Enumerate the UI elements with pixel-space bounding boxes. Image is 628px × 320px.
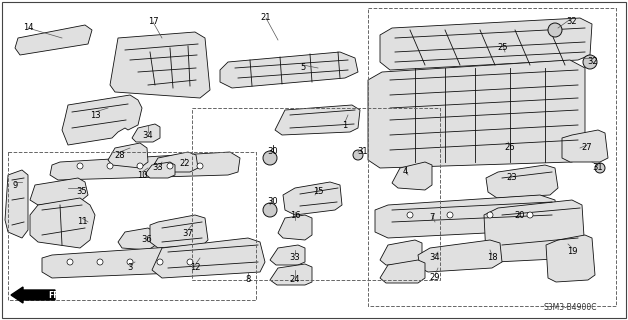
Circle shape (407, 212, 413, 218)
Polygon shape (145, 162, 175, 178)
Polygon shape (152, 238, 265, 278)
Bar (368, 8, 616, 306)
Polygon shape (484, 200, 585, 262)
Polygon shape (380, 240, 422, 265)
Polygon shape (562, 130, 608, 162)
Circle shape (77, 163, 83, 169)
Text: 4: 4 (403, 167, 408, 177)
Text: 23: 23 (507, 173, 517, 182)
Circle shape (107, 163, 113, 169)
Text: 18: 18 (487, 253, 497, 262)
Text: 16: 16 (290, 211, 300, 220)
Polygon shape (270, 245, 305, 265)
Text: 11: 11 (77, 218, 87, 227)
Polygon shape (380, 18, 592, 70)
Text: 27: 27 (582, 143, 592, 153)
Polygon shape (486, 165, 558, 198)
Polygon shape (62, 95, 142, 145)
Text: S3M3-B4900C: S3M3-B4900C (543, 303, 597, 313)
Polygon shape (150, 215, 208, 248)
Text: 31: 31 (358, 148, 368, 156)
Polygon shape (30, 178, 88, 205)
Text: 1: 1 (342, 121, 348, 130)
Circle shape (527, 212, 533, 218)
Text: 19: 19 (566, 247, 577, 257)
Text: 7: 7 (430, 213, 435, 222)
Text: 24: 24 (290, 276, 300, 284)
Circle shape (127, 259, 133, 265)
Text: 5: 5 (300, 63, 306, 73)
Polygon shape (15, 25, 92, 55)
Circle shape (157, 259, 163, 265)
Text: 28: 28 (115, 150, 126, 159)
Polygon shape (5, 170, 28, 238)
Text: 17: 17 (148, 18, 158, 27)
Text: 25: 25 (498, 44, 508, 52)
Text: 32: 32 (588, 58, 598, 67)
Polygon shape (546, 235, 595, 282)
Polygon shape (275, 105, 360, 135)
Polygon shape (418, 240, 502, 272)
Text: 30: 30 (268, 148, 278, 156)
Text: 36: 36 (142, 236, 153, 244)
Text: 34: 34 (430, 253, 440, 262)
Polygon shape (380, 260, 425, 283)
Polygon shape (368, 60, 585, 168)
Text: 32: 32 (566, 18, 577, 27)
Text: 31: 31 (593, 164, 604, 172)
Text: 12: 12 (190, 263, 200, 273)
FancyArrow shape (11, 287, 55, 303)
Text: 29: 29 (430, 274, 440, 283)
Polygon shape (220, 52, 358, 88)
Polygon shape (118, 228, 156, 250)
Text: 3: 3 (127, 263, 133, 273)
Circle shape (548, 23, 562, 37)
Text: 21: 21 (261, 13, 271, 22)
Text: 30: 30 (268, 197, 278, 206)
Polygon shape (132, 124, 160, 142)
Circle shape (167, 163, 173, 169)
Circle shape (197, 163, 203, 169)
Text: 33: 33 (290, 253, 300, 262)
Text: 33: 33 (153, 164, 163, 172)
Circle shape (487, 212, 493, 218)
Circle shape (67, 259, 73, 265)
Text: 35: 35 (77, 188, 87, 196)
Polygon shape (375, 195, 558, 238)
Text: 8: 8 (246, 276, 251, 284)
Text: 20: 20 (515, 211, 525, 220)
Text: 37: 37 (183, 228, 193, 237)
Text: 14: 14 (23, 23, 33, 33)
Polygon shape (30, 198, 95, 248)
Circle shape (263, 203, 277, 217)
Polygon shape (50, 152, 240, 180)
Bar (8, 152, 256, 300)
Circle shape (447, 212, 453, 218)
Polygon shape (108, 143, 148, 168)
Polygon shape (110, 32, 210, 98)
Text: 9: 9 (13, 180, 18, 189)
Text: 22: 22 (180, 158, 190, 167)
Text: 13: 13 (90, 110, 100, 119)
Bar (192, 108, 440, 280)
Circle shape (187, 259, 193, 265)
Polygon shape (278, 215, 312, 240)
Text: 34: 34 (143, 131, 153, 140)
Text: 26: 26 (505, 143, 516, 153)
Polygon shape (392, 162, 432, 190)
Polygon shape (270, 264, 312, 285)
Circle shape (263, 151, 277, 165)
Polygon shape (152, 152, 198, 172)
Text: 10: 10 (137, 171, 147, 180)
Polygon shape (42, 245, 212, 278)
Circle shape (353, 150, 363, 160)
Polygon shape (283, 182, 342, 215)
Text: FR.: FR. (48, 291, 62, 300)
Circle shape (137, 163, 143, 169)
Text: 15: 15 (313, 188, 323, 196)
Circle shape (595, 163, 605, 173)
Circle shape (583, 55, 597, 69)
Circle shape (97, 259, 103, 265)
